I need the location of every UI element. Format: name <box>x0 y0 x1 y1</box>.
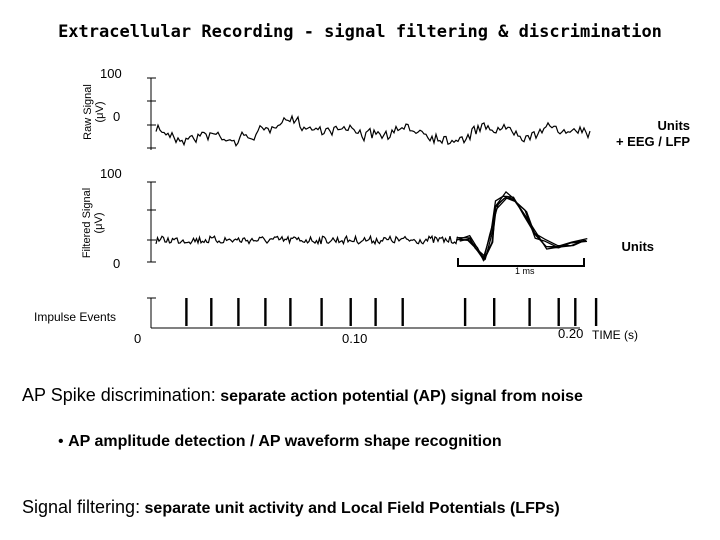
signal-filtering-desc: separate unit activity and Local Field P… <box>144 500 560 517</box>
filtered-tick-0: 0 <box>113 256 121 271</box>
time-tick-0: 0 <box>134 331 142 346</box>
filtered-signal-axis <box>147 181 156 263</box>
filtered-signal-trace <box>155 234 459 246</box>
ms-scale-bar <box>457 258 585 267</box>
bullet-icon: • <box>58 433 64 450</box>
bullet-item: • AP amplitude detection / AP waveform s… <box>58 433 502 451</box>
impulse-event-markers <box>185 298 598 326</box>
amplitude-detection-text: AP amplitude detection / AP waveform sha… <box>68 433 502 450</box>
raw-signal-trace <box>155 114 591 147</box>
impulse-events-axis <box>147 297 580 329</box>
time-axis-unit: TIME (s) <box>592 328 638 342</box>
spike-waveform <box>455 197 585 262</box>
signal-filtering-line: Signal filtering: separate unit activity… <box>22 497 560 518</box>
raw-tick-0: 0 <box>113 109 121 124</box>
raw-tick-100: 100 <box>100 66 122 81</box>
ms-scale-label: 1 ms <box>515 266 535 276</box>
raw-side-label: Units + EEG / LFP <box>615 118 690 149</box>
spike-discrimination-line: AP Spike discrimination: separate action… <box>22 385 583 406</box>
filtered-side-label: Units <box>621 239 655 254</box>
signal-filtering-heading: Signal filtering: <box>22 497 141 517</box>
page-title: Extracellular Recording - signal filteri… <box>58 22 662 42</box>
spike-waveform-overlay <box>455 190 588 262</box>
spike-discrimination-desc: separate action potential (AP) signal fr… <box>220 388 583 405</box>
time-tick-0-10: 0.10 <box>342 331 368 346</box>
spike-discrimination-heading: AP Spike discrimination: <box>22 385 216 405</box>
spike-waveform <box>459 195 587 261</box>
impulse-events-label: Impulse Events <box>34 310 117 324</box>
filtered-tick-100: 100 <box>100 166 122 181</box>
time-tick-0-20: 0.20 <box>558 326 584 341</box>
raw-signal-axis <box>147 77 156 150</box>
